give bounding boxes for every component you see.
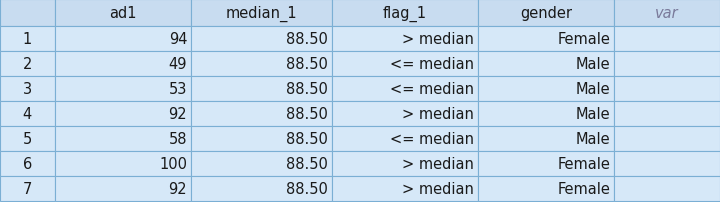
Text: <= median: <= median: [390, 131, 474, 146]
Bar: [332, 126, 477, 151]
Bar: [55, 101, 192, 126]
Text: 88.50: 88.50: [287, 82, 328, 97]
Text: flag_1: flag_1: [383, 5, 427, 21]
Bar: [614, 151, 720, 176]
Text: 4: 4: [23, 106, 32, 121]
Bar: [192, 0, 332, 27]
Text: 58: 58: [168, 131, 187, 146]
Text: 88.50: 88.50: [287, 106, 328, 121]
Text: 92: 92: [168, 106, 187, 121]
Bar: [0, 126, 55, 151]
Text: > median: > median: [402, 156, 474, 171]
Bar: [192, 176, 332, 201]
Bar: [0, 77, 55, 101]
Bar: [332, 77, 477, 101]
Bar: [0, 101, 55, 126]
Text: 92: 92: [168, 181, 187, 196]
Text: Male: Male: [575, 131, 611, 146]
Bar: [477, 0, 614, 27]
Text: 100: 100: [159, 156, 187, 171]
Text: 49: 49: [168, 57, 187, 72]
Bar: [192, 101, 332, 126]
Bar: [477, 52, 614, 77]
Text: > median: > median: [402, 106, 474, 121]
Text: > median: > median: [402, 181, 474, 196]
Text: var: var: [655, 6, 679, 21]
Text: Female: Female: [557, 181, 611, 196]
Bar: [332, 27, 477, 52]
Text: 5: 5: [23, 131, 32, 146]
Bar: [55, 151, 192, 176]
Text: median_1: median_1: [226, 5, 297, 21]
Bar: [332, 176, 477, 201]
Text: 3: 3: [23, 82, 32, 97]
Text: ad1: ad1: [109, 6, 137, 21]
Bar: [55, 0, 192, 27]
Bar: [192, 27, 332, 52]
Bar: [55, 27, 192, 52]
Bar: [55, 126, 192, 151]
Bar: [55, 176, 192, 201]
Bar: [332, 52, 477, 77]
Text: Male: Male: [575, 106, 611, 121]
Bar: [614, 101, 720, 126]
Bar: [192, 52, 332, 77]
Text: Male: Male: [575, 57, 611, 72]
Bar: [614, 176, 720, 201]
Bar: [477, 151, 614, 176]
Text: Female: Female: [557, 32, 611, 47]
Text: 7: 7: [22, 181, 32, 196]
Bar: [55, 77, 192, 101]
Text: Male: Male: [575, 82, 611, 97]
Bar: [614, 27, 720, 52]
Text: 88.50: 88.50: [287, 156, 328, 171]
Text: > median: > median: [402, 32, 474, 47]
Bar: [332, 101, 477, 126]
Bar: [192, 77, 332, 101]
Bar: [0, 176, 55, 201]
Text: 88.50: 88.50: [287, 57, 328, 72]
Bar: [614, 52, 720, 77]
Bar: [477, 27, 614, 52]
Text: <= median: <= median: [390, 57, 474, 72]
Bar: [55, 52, 192, 77]
Bar: [614, 77, 720, 101]
Text: 94: 94: [168, 32, 187, 47]
Text: 88.50: 88.50: [287, 181, 328, 196]
Bar: [614, 126, 720, 151]
Bar: [332, 151, 477, 176]
Text: 2: 2: [22, 57, 32, 72]
Bar: [477, 176, 614, 201]
Bar: [0, 151, 55, 176]
Bar: [477, 101, 614, 126]
Text: Female: Female: [557, 156, 611, 171]
Text: 53: 53: [169, 82, 187, 97]
Bar: [192, 151, 332, 176]
Text: 88.50: 88.50: [287, 131, 328, 146]
Text: 88.50: 88.50: [287, 32, 328, 47]
Bar: [477, 77, 614, 101]
Bar: [192, 126, 332, 151]
Bar: [0, 52, 55, 77]
Text: 1: 1: [23, 32, 32, 47]
Bar: [0, 27, 55, 52]
Bar: [614, 0, 720, 27]
Bar: [0, 0, 55, 27]
Bar: [477, 126, 614, 151]
Text: gender: gender: [520, 6, 572, 21]
Text: <= median: <= median: [390, 82, 474, 97]
Bar: [332, 0, 477, 27]
Text: 6: 6: [23, 156, 32, 171]
